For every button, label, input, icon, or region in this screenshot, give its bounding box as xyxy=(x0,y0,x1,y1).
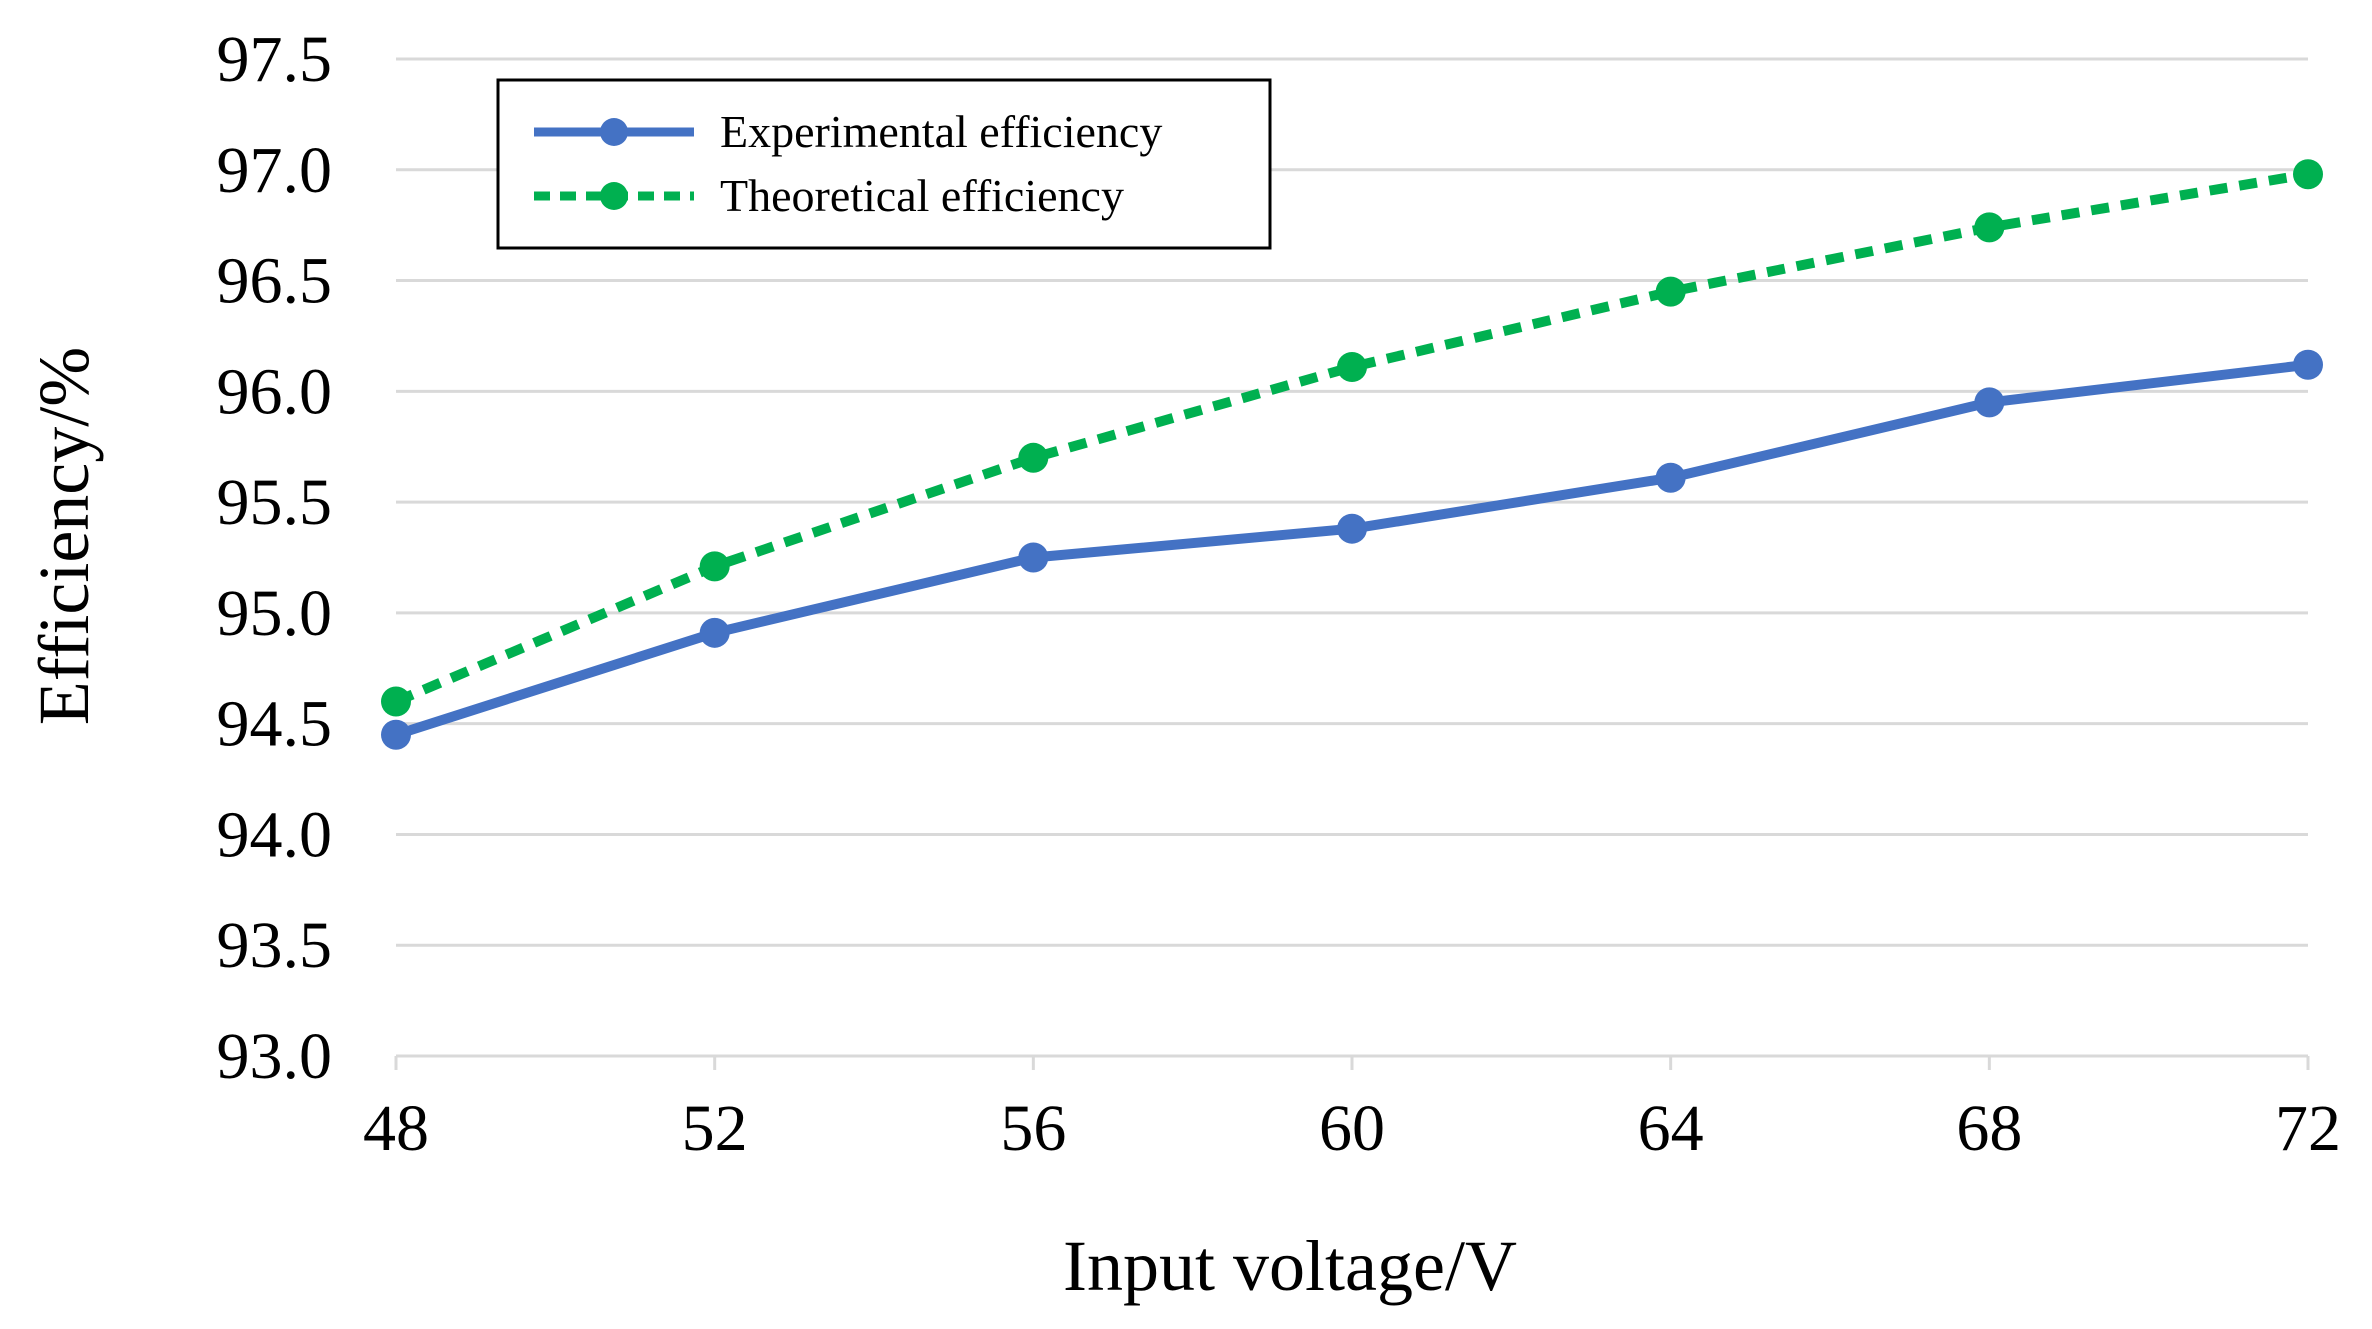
theoretical-efficiency-point xyxy=(1974,212,2005,243)
y-tick-label: 95.0 xyxy=(217,577,333,650)
x-tick-label: 64 xyxy=(1638,1092,1704,1165)
theoretical-efficiency-point xyxy=(1018,442,1049,473)
experimental-efficiency-point xyxy=(2293,349,2323,380)
x-tick-label: 60 xyxy=(1319,1092,1385,1165)
legend-label-experimental-efficiency: Experimental efficiency xyxy=(720,106,1162,157)
theoretical-efficiency-point xyxy=(381,686,411,717)
y-tick-label: 97.5 xyxy=(217,23,333,96)
legend-label-theoretical-efficiency: Theoretical efficiency xyxy=(720,170,1124,221)
x-axis-title: Input voltage/V xyxy=(1063,1226,1517,1306)
theoretical-efficiency-point xyxy=(1655,276,1686,307)
y-tick-label: 96.5 xyxy=(217,245,333,318)
y-tick-label: 93.0 xyxy=(217,1020,333,1093)
x-tick-label: 56 xyxy=(1000,1092,1066,1165)
x-tick-label: 48 xyxy=(363,1092,429,1165)
legend-marker-theoretical-efficiency xyxy=(600,182,628,210)
series-layer xyxy=(381,159,2323,750)
experimental-efficiency-point xyxy=(1974,387,2005,418)
x-tick-label: 68 xyxy=(1956,1092,2022,1165)
y-tick-label: 94.0 xyxy=(217,798,333,871)
legend-box xyxy=(496,78,1272,250)
legend-marker-experimental-efficiency xyxy=(600,118,628,146)
y-tick-label: 97.0 xyxy=(217,134,333,207)
y-tick-label: 95.5 xyxy=(217,466,333,539)
theoretical-efficiency-point xyxy=(1337,351,1367,382)
legend: Experimental efficiency Theoretical effic… xyxy=(496,78,1272,250)
y-tick-label: 93.5 xyxy=(217,909,333,982)
theoretical-efficiency-point xyxy=(699,551,730,582)
experimental-efficiency-point xyxy=(699,617,730,648)
experimental-efficiency-point xyxy=(1337,513,1367,544)
experimental-efficiency-point xyxy=(381,719,411,750)
y-tick-label: 94.5 xyxy=(217,688,333,761)
y-axis-title: Efficiency/% xyxy=(24,347,104,726)
experimental-efficiency-point xyxy=(1018,542,1049,573)
y-tick-label: 96.0 xyxy=(217,355,333,428)
experimental-efficiency-point xyxy=(1655,462,1686,493)
x-tick-label: 52 xyxy=(682,1092,748,1165)
theoretical-efficiency-point xyxy=(2293,159,2323,190)
axes: 93.0 93.5 94.0 94.5 95.0 95.5 96.0 96.5 97.0 97.5… xyxy=(217,23,2342,1165)
x-tick-label: 72 xyxy=(2275,1092,2341,1165)
